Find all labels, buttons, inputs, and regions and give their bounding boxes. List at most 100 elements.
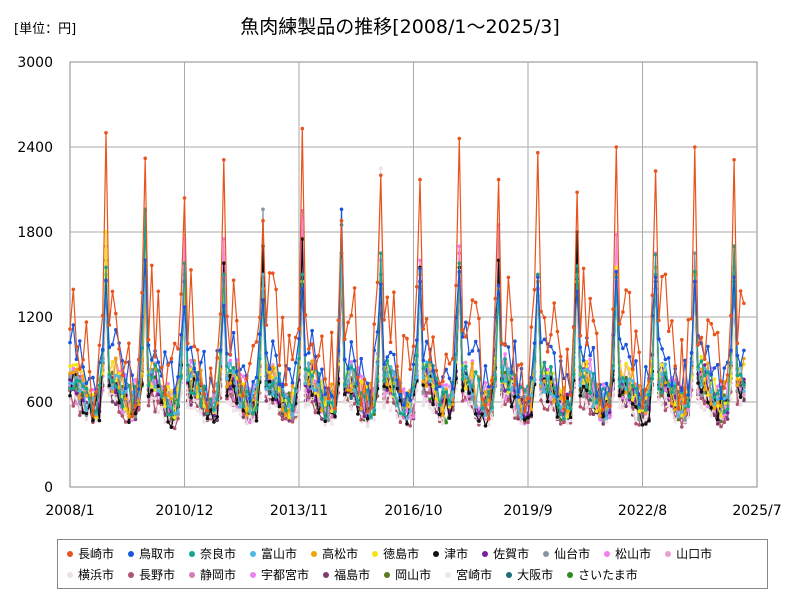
data-point [388,340,393,345]
data-point [395,364,399,369]
data-point [84,408,89,413]
data-point [621,406,625,410]
data-point [686,408,691,413]
data-point [401,387,406,391]
data-point [133,417,138,422]
data-point [742,348,746,353]
data-point [565,392,570,397]
data-point [464,386,468,391]
data-point [303,381,308,386]
data-point [392,372,396,377]
data-point [581,358,586,363]
data-point [689,317,694,321]
data-point [277,412,282,416]
data-point [562,420,566,425]
data-point [663,408,668,413]
legend-label: 福島市 [334,568,371,582]
data-point [310,359,314,363]
data-point [441,420,445,425]
data-point [591,318,596,323]
data-point [261,272,265,277]
data-point [186,341,190,346]
data-point [444,352,449,357]
data-point [153,388,157,392]
data-point [244,386,249,390]
data-point [401,333,406,338]
data-point [163,350,167,354]
data-point [339,218,344,223]
data-point [598,398,602,403]
data-point [565,409,570,414]
data-point [663,394,668,398]
data-point [680,425,684,429]
data-point [156,388,161,393]
data-point [526,415,530,420]
data-point [290,413,295,418]
data-point [280,315,285,320]
data-point [735,383,740,388]
data-point [117,389,121,394]
data-point [585,384,589,388]
data-point [680,410,684,414]
data-point [212,407,216,412]
data-point [323,392,328,397]
data-point [385,355,390,359]
legend-marker [64,550,76,557]
data-point [509,404,514,409]
legend-marker [308,550,320,557]
data-point [208,415,213,419]
data-point [486,423,491,427]
data-point [581,407,586,411]
data-point [189,398,193,403]
data-point [110,386,115,391]
data-point [241,394,246,398]
data-point [581,374,586,379]
data-point [673,402,677,407]
data-point [257,356,262,361]
data-point [536,275,540,280]
data-point [382,362,386,367]
data-point [575,289,579,294]
data-point [624,288,628,292]
data-point [179,333,183,337]
data-point [585,388,589,393]
data-point [441,383,445,387]
data-point [166,420,170,424]
data-point [686,415,691,420]
data-point [307,389,311,394]
data-point [644,387,648,392]
data-point [500,341,504,346]
data-point [660,372,664,377]
data-point [634,418,638,422]
data-point [437,412,442,417]
data-point [169,425,174,430]
data-point [150,358,154,362]
data-point [385,390,390,395]
data-point [68,400,72,405]
data-point [660,274,664,279]
data-point [421,391,426,395]
legend-item: 富山市 [247,543,297,564]
data-point [176,409,180,414]
data-point [215,415,219,419]
data-point [222,158,226,162]
data-point [591,412,596,417]
data-point [562,407,566,412]
data-point [444,367,449,372]
data-point [382,379,386,383]
data-point [683,401,687,405]
data-point [608,410,612,415]
data-point [401,412,406,417]
data-point [545,399,550,404]
data-point [225,351,229,356]
data-point [670,401,674,406]
data-point [352,388,357,393]
data-point [163,420,167,425]
data-point [323,377,328,381]
data-point [264,351,269,355]
data-point [274,353,278,358]
data-point [624,342,628,347]
data-point [333,406,337,411]
data-point [343,400,347,404]
data-point [555,329,560,334]
